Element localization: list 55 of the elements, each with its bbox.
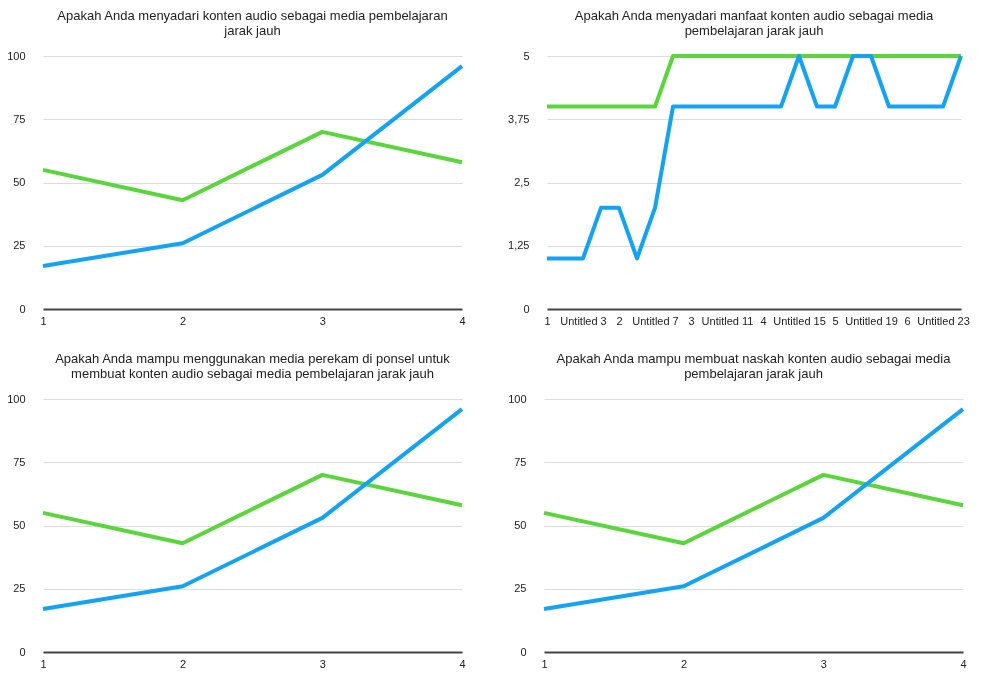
line-series (41, 129, 464, 203)
x-tick-label: 2 (180, 314, 187, 327)
x-tick-label: 5 (832, 314, 839, 327)
y-tick-label: 0 (520, 645, 527, 658)
x-tick-label: 3 (319, 657, 326, 670)
x-tick-label: 4 (459, 657, 466, 670)
y-tick-label: 2,5 (514, 176, 530, 188)
y-tick-label: 1,25 (508, 239, 530, 252)
x-tick-label: 3 (319, 314, 326, 327)
x-tick-label: Untitled 7 (632, 314, 679, 327)
x-tick-label: 1 (40, 314, 47, 327)
chart-title: Apakah Anda menyadari konten audio sebagai media pembelajaran jarak jauh (57, 8, 448, 38)
chart-title: Apakah Anda mampu membuat naskah konten audio sebagai media pembelajaran jarak jauh (556, 351, 952, 381)
x-tick-label: 1 (544, 314, 551, 327)
x-tick-label: 6 (904, 314, 911, 327)
line-series (41, 472, 464, 546)
y-tick-label: 100 (508, 392, 527, 405)
x-tick-label: 2 (180, 657, 187, 670)
line-series (542, 407, 965, 611)
line-series (41, 64, 464, 268)
y-tick-label: 50 (514, 519, 527, 531)
line-series (545, 54, 963, 261)
y-tick-label: 75 (13, 112, 26, 125)
y-tick-label: 25 (13, 582, 26, 595)
x-tick-label: 4 (760, 314, 767, 327)
y-tick-label: 0 (19, 302, 26, 315)
chart-title: Apakah Anda mampu menggunakan media perekam di ponsel untuk membuat konten audio sebagai media pembelajaran jarak jauh (55, 351, 451, 381)
x-tick-label: 4 (459, 314, 466, 327)
y-tick-label: 100 (7, 49, 26, 62)
y-tick-label: 75 (13, 455, 26, 468)
x-tick-label: 1 (541, 657, 548, 670)
x-tick-label: Untitled 11 (701, 314, 754, 327)
x-tick-label: Untitled 19 (845, 314, 898, 327)
x-tick-label: 2 (616, 314, 623, 327)
y-tick-label: 25 (13, 239, 26, 252)
y-tick-label: 100 (7, 392, 26, 405)
y-tick-label: 25 (514, 582, 527, 595)
y-tick-label: 5 (523, 49, 530, 62)
chart-title: Apakah Anda menyadari manfaat konten audio sebagai media pembelajaran jarak jauh (574, 8, 934, 38)
line-series (41, 407, 464, 611)
x-tick-label: 1 (40, 657, 47, 670)
x-tick-label: 3 (688, 314, 695, 327)
x-tick-label: Untitled 23 (917, 314, 970, 327)
x-tick-label: 4 (960, 657, 967, 670)
x-tick-label: Untitled 3 (560, 314, 607, 327)
x-tick-label: Untitled 15 (773, 314, 826, 327)
y-tick-label: 50 (13, 176, 26, 188)
y-tick-label: 50 (13, 519, 26, 531)
y-tick-label: 0 (523, 302, 530, 315)
y-tick-label: 75 (514, 455, 527, 468)
line-series (542, 472, 965, 546)
x-tick-label: 3 (820, 657, 827, 670)
x-tick-label: 2 (681, 657, 688, 670)
y-tick-label: 3,75 (508, 112, 530, 125)
y-tick-label: 0 (19, 645, 26, 658)
